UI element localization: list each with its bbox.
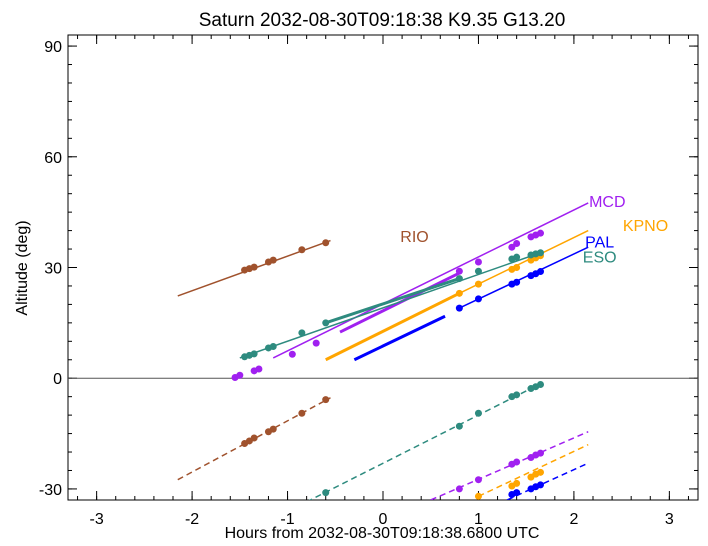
chart-title: Saturn 2032-08-30T09:18:38 K9.35 G13.20 — [199, 10, 566, 31]
mcd-marker — [513, 240, 521, 248]
y-tick-label: 0 — [53, 371, 62, 388]
mcd-solid-line — [272, 202, 589, 359]
y-axis-label: Altitude (deg) — [14, 220, 31, 315]
x-tick-label: -1 — [280, 511, 294, 528]
pal-solid-line — [353, 314, 446, 362]
y-tick-label: -30 — [39, 482, 62, 499]
eso-solid-line — [325, 277, 460, 325]
pal-label: PAL — [585, 235, 614, 252]
plot-frame — [67, 34, 699, 501]
eso-marker — [474, 409, 482, 417]
kpno-marker — [513, 264, 521, 271]
eso-marker — [298, 329, 306, 337]
mcd-marker — [508, 243, 516, 251]
x-tick-label: -3 — [90, 511, 104, 528]
rio-marker — [269, 256, 277, 264]
eso-marker — [537, 380, 544, 388]
y-tick-label: 90 — [44, 39, 62, 56]
x-tick-label: 0 — [379, 511, 388, 528]
kpno-marker — [474, 492, 482, 500]
eso-marker — [269, 342, 277, 350]
mcd-marker — [312, 339, 320, 347]
mcd-marker — [455, 485, 463, 493]
eso-marker — [513, 391, 521, 399]
eso-marker — [455, 275, 463, 283]
pal-marker — [537, 268, 544, 276]
mcd-marker — [288, 350, 296, 358]
mcd-marker — [513, 458, 521, 466]
series-group — [177, 202, 589, 500]
rio-marker — [250, 263, 258, 271]
y-tick-label: 30 — [44, 261, 62, 278]
x-tick-label: 2 — [569, 511, 578, 528]
x-tick-label: 3 — [665, 511, 674, 528]
rio-marker — [250, 434, 258, 442]
eso-marker — [513, 253, 521, 261]
mcd-marker — [236, 371, 244, 379]
rio-dashed-line — [177, 397, 331, 481]
rio-marker — [298, 409, 306, 417]
y-tick-label: 60 — [44, 150, 62, 167]
eso-label: ESO — [583, 249, 617, 266]
kpno-label: KPNO — [623, 218, 668, 235]
mcd-marker — [455, 267, 463, 275]
eso-marker — [474, 267, 482, 275]
kpno-marker — [474, 280, 482, 288]
pal-dashed-line — [506, 462, 589, 500]
eso-marker — [537, 249, 544, 257]
x-tick-label: 1 — [474, 511, 483, 528]
mcd-marker — [537, 449, 544, 457]
rio-marker — [322, 239, 330, 247]
mcd-marker — [250, 367, 258, 375]
mcd-label: MCD — [589, 194, 625, 211]
kpno-marker — [513, 479, 521, 487]
rio-label: RIO — [400, 229, 428, 246]
kpno-marker — [537, 468, 544, 476]
mcd-marker — [474, 476, 482, 484]
pal-marker — [474, 295, 482, 303]
eso-marker — [455, 422, 463, 430]
rio-marker — [322, 396, 330, 404]
eso-dashed-line — [308, 383, 541, 500]
rio-marker — [269, 425, 277, 433]
x-tick-label: -2 — [185, 511, 199, 528]
kpno-dashed-line — [478, 443, 589, 497]
eso-marker — [250, 350, 258, 358]
kpno-marker — [455, 289, 463, 297]
pal-marker — [537, 481, 544, 489]
eso-solid-line — [239, 252, 541, 359]
pal-marker — [513, 278, 521, 286]
mcd-marker — [474, 258, 482, 266]
pal-marker — [455, 304, 463, 312]
rio-marker — [298, 246, 306, 254]
eso-marker — [322, 489, 330, 497]
pal-marker — [513, 489, 521, 497]
kpno-solid-line — [325, 291, 461, 362]
x-axis-label: Hours from 2032-08-30T09:18:38.6800 UTC — [225, 525, 540, 542]
mcd-marker — [537, 229, 544, 237]
eso-marker — [322, 319, 330, 327]
